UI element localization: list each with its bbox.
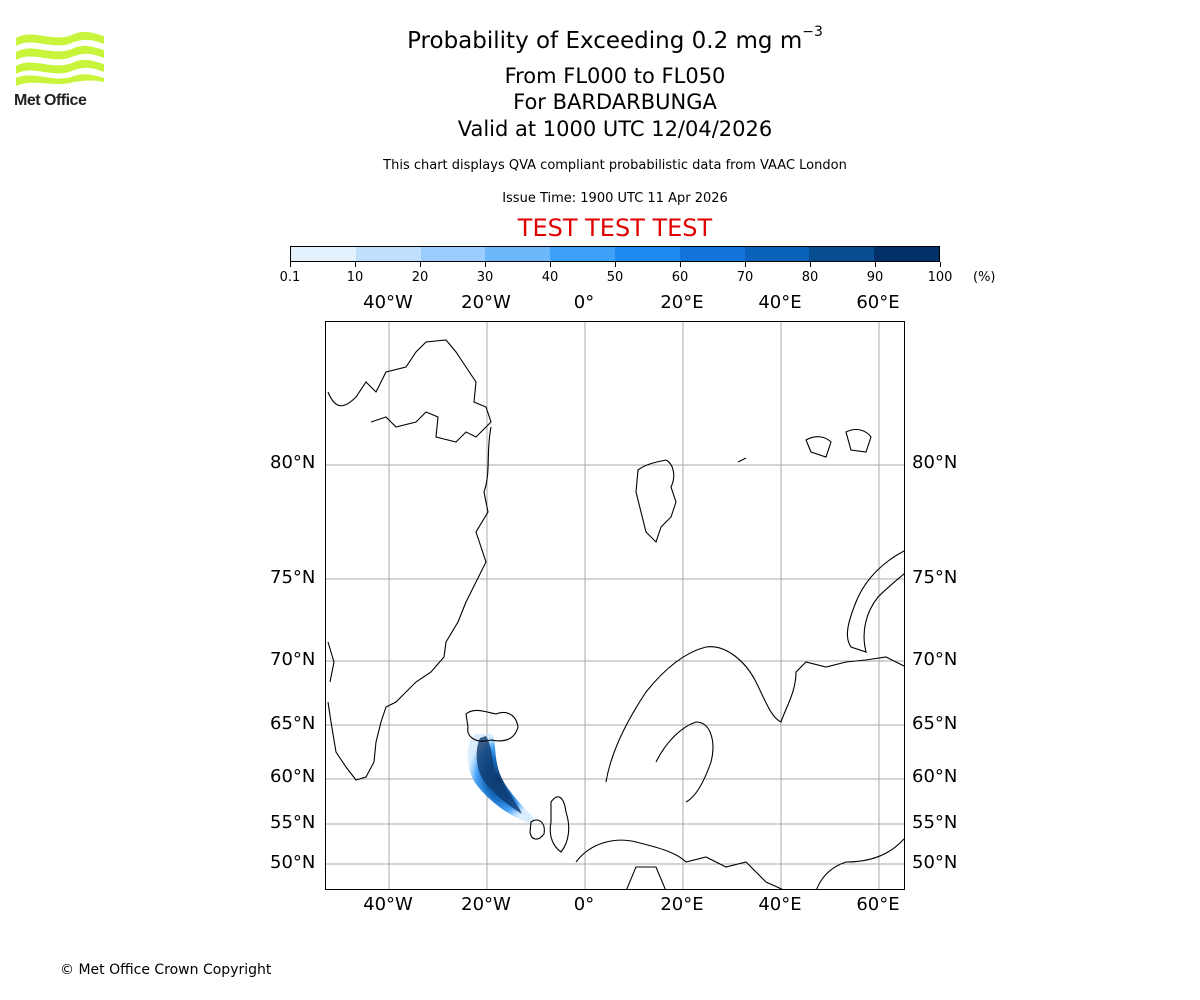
longitude-label: 20°E <box>660 292 704 313</box>
gridlines <box>326 322 904 889</box>
logo-text: Met Office <box>14 92 87 109</box>
colorbar-segment <box>809 247 875 261</box>
colorbar-tick-label: 80 <box>801 270 819 285</box>
colorbar-tick-label: 20 <box>411 270 429 285</box>
colorbar-tick-label: 70 <box>736 270 754 285</box>
issue-time: Issue Time: 1900 UTC 11 Apr 2026 <box>502 191 728 206</box>
copyright-footer: © Met Office Crown Copyright <box>60 962 272 978</box>
colorbar-tick <box>615 262 616 267</box>
latitude-label: 55°N <box>912 812 958 833</box>
colorbar-tick <box>875 262 876 267</box>
colorbar-tick-label: 100 <box>927 270 953 285</box>
latitude-label: 70°N <box>270 649 316 670</box>
latitude-label: 75°N <box>912 567 958 588</box>
longitude-label: 60°E <box>856 292 900 313</box>
latitude-label: 75°N <box>270 567 316 588</box>
map-canvas <box>326 322 904 889</box>
colorbar-segment <box>744 247 810 261</box>
colorbar-tick <box>550 262 551 267</box>
latitude-label: 65°N <box>270 713 316 734</box>
valid-time: Valid at 1000 UTC 12/04/2026 <box>457 117 773 141</box>
colorbar-segment <box>420 247 486 261</box>
colorbar-tick-label: 50 <box>606 270 624 285</box>
wave-logo-icon <box>16 31 104 86</box>
latitude-label: 60°N <box>912 766 958 787</box>
colorbar-tick <box>680 262 681 267</box>
colorbar-segment <box>874 247 939 261</box>
colorbar-tick <box>810 262 811 267</box>
colorbar-unit: (%) <box>973 270 996 285</box>
colorbar-tick <box>290 262 291 267</box>
longitude-label: 60°E <box>856 894 900 915</box>
latitude-label: 65°N <box>912 713 958 734</box>
longitude-label: 40°W <box>363 292 413 313</box>
colorbar-segment <box>291 247 356 261</box>
colorbar-tick-label: 10 <box>346 270 364 285</box>
longitude-label: 0° <box>573 292 595 313</box>
longitude-label: 40°E <box>758 292 802 313</box>
colorbar-tick-label: 90 <box>866 270 884 285</box>
longitude-label: 20°W <box>461 292 511 313</box>
latitude-label: 60°N <box>270 766 316 787</box>
latitude-label: 50°N <box>912 852 958 873</box>
colorbar <box>290 246 940 262</box>
longitude-label: 40°E <box>758 894 802 915</box>
flight-levels: From FL000 to FL050 <box>504 64 726 88</box>
colorbar-tick-label: 60 <box>671 270 689 285</box>
latitude-label: 55°N <box>270 812 316 833</box>
latitude-label: 80°N <box>912 452 958 473</box>
longitude-label: 20°W <box>461 894 511 915</box>
longitude-label: 0° <box>573 894 595 915</box>
colorbar-tick-label: 0.1 <box>279 270 301 285</box>
colorbar-tick <box>485 262 486 267</box>
longitude-label: 40°W <box>363 894 413 915</box>
longitude-label: 20°E <box>660 894 704 915</box>
colorbar-tick-label: 30 <box>476 270 494 285</box>
colorbar-segment <box>550 247 615 261</box>
map-panel <box>325 321 905 890</box>
latitude-label: 50°N <box>270 852 316 873</box>
colorbar-segment <box>485 247 551 261</box>
colorbar-tick <box>745 262 746 267</box>
chart-description: This chart displays QVA compliant probab… <box>383 158 847 173</box>
colorbar-tick <box>355 262 356 267</box>
colorbar-tick <box>420 262 421 267</box>
chart-title: Probability of Exceeding 0.2 mg m−3 <box>407 24 823 54</box>
colorbar-tick <box>940 262 941 267</box>
colorbar-tick-label: 40 <box>541 270 559 285</box>
ash-plume <box>467 734 535 824</box>
test-banner: TEST TEST TEST <box>517 214 713 242</box>
met-office-logo <box>14 30 106 112</box>
colorbar-segment <box>355 247 421 261</box>
colorbar-segment <box>614 247 680 261</box>
latitude-label: 70°N <box>912 649 958 670</box>
latitude-label: 80°N <box>270 452 316 473</box>
colorbar-segment <box>679 247 745 261</box>
coastlines <box>327 339 904 889</box>
volcano-name: For BARDARBUNGA <box>513 90 717 114</box>
